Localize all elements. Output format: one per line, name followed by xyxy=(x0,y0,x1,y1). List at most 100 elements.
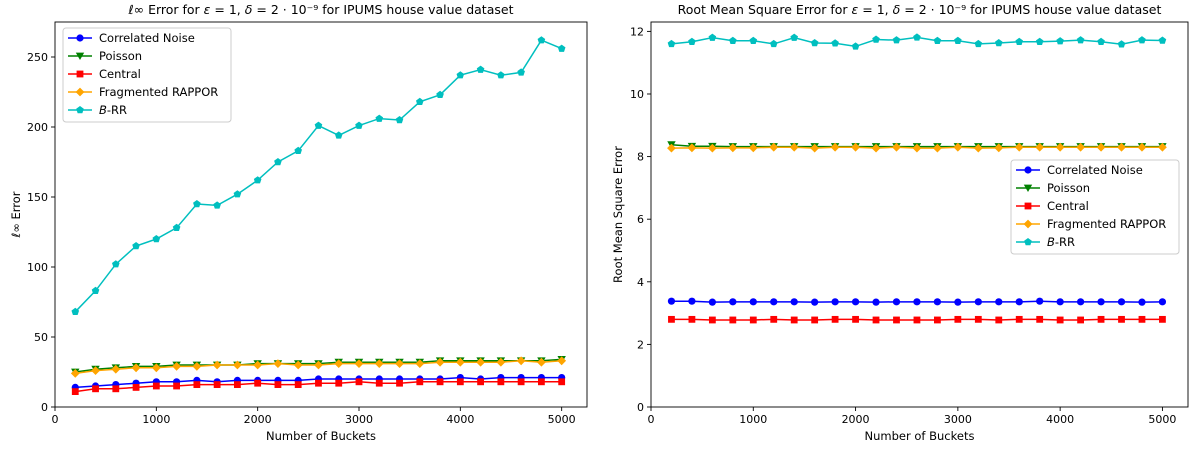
data-point xyxy=(274,381,282,388)
data-point xyxy=(537,357,546,367)
data-point xyxy=(1077,298,1085,306)
legend-swatch-marker xyxy=(1023,184,1033,192)
data-point xyxy=(538,378,545,386)
data-point xyxy=(71,307,80,316)
legend-entry-poisson: Poisson xyxy=(1016,181,1090,195)
y-tick-label: 250 xyxy=(27,51,48,64)
data-point xyxy=(851,142,860,152)
data-point xyxy=(1035,37,1044,45)
data-point xyxy=(933,143,942,153)
legend-entry-b-rr: B-RR xyxy=(1016,235,1075,249)
y-tick-label: 2 xyxy=(637,338,644,351)
data-point xyxy=(892,298,901,306)
data-point xyxy=(557,44,566,52)
legend-entry-fragmented-rappor: Fragmented RAPPOR xyxy=(1016,217,1166,231)
data-point xyxy=(517,378,525,386)
data-point xyxy=(395,116,404,124)
linf-error-chart: ℓ∞ Error for ε = 1, δ = 2 · 10⁻⁹ for IPU… xyxy=(9,2,588,443)
data-point xyxy=(375,114,384,122)
legend-entry-correlated-noise: Correlated Noise xyxy=(1016,163,1143,177)
data-point xyxy=(953,142,963,152)
y-tick-label: 10 xyxy=(630,88,644,101)
series-b-rr xyxy=(667,33,1167,50)
data-point xyxy=(152,235,161,243)
legend-label: Correlated Noise xyxy=(99,31,195,45)
y-tick-label: 200 xyxy=(27,121,48,134)
chart-title: Root Mean Square Error for ε = 1, δ = 2 … xyxy=(678,2,1162,17)
data-point xyxy=(70,369,80,378)
data-point xyxy=(415,97,424,106)
data-point xyxy=(173,382,180,390)
x-tick-label: 2000 xyxy=(244,413,272,426)
data-point xyxy=(233,360,242,370)
series-central xyxy=(71,378,566,395)
data-point xyxy=(1137,142,1147,152)
data-point xyxy=(91,366,100,375)
data-point xyxy=(1056,316,1064,324)
data-point xyxy=(192,362,202,371)
data-point xyxy=(91,286,100,295)
data-point xyxy=(132,242,140,250)
data-point xyxy=(1077,316,1084,324)
data-point xyxy=(667,39,676,48)
data-point xyxy=(1118,315,1125,323)
data-point xyxy=(193,381,201,388)
y-tick-label: 0 xyxy=(41,401,48,414)
data-point xyxy=(871,143,881,153)
legend-label: B-RR xyxy=(99,103,127,117)
data-point xyxy=(416,378,424,386)
series-fragmented-rappor xyxy=(70,356,567,378)
data-point xyxy=(729,316,737,324)
data-point xyxy=(995,316,1003,324)
data-point xyxy=(811,298,819,306)
data-point xyxy=(213,381,221,388)
chart-title: ℓ∞ Error for ε = 1, δ = 2 · 10⁻⁹ for IPU… xyxy=(128,2,514,17)
data-point xyxy=(831,39,839,47)
data-point xyxy=(111,364,121,374)
data-point xyxy=(1055,142,1065,152)
data-point xyxy=(1056,37,1064,45)
data-point xyxy=(974,298,982,306)
data-point xyxy=(830,142,840,152)
data-point xyxy=(497,71,505,79)
data-point xyxy=(1096,142,1106,152)
plot-area xyxy=(54,21,588,408)
x-tick-label: 1000 xyxy=(739,413,767,426)
data-point xyxy=(112,385,120,393)
data-point xyxy=(294,146,303,155)
data-point xyxy=(913,298,921,306)
data-point xyxy=(954,298,962,306)
data-point xyxy=(253,360,263,370)
data-point xyxy=(749,36,758,45)
data-point xyxy=(912,143,922,153)
data-point xyxy=(151,363,161,373)
data-point xyxy=(1097,298,1105,306)
data-point xyxy=(1158,142,1167,152)
data-point xyxy=(667,297,676,305)
x-axis-label: Number of Buckets xyxy=(865,429,975,443)
data-point xyxy=(688,315,696,323)
data-point xyxy=(994,38,1003,47)
data-point xyxy=(810,38,819,47)
legend: Correlated Noise Poisson Central Fragmented… xyxy=(62,27,232,123)
data-point xyxy=(707,143,717,153)
data-point xyxy=(872,35,880,43)
data-point xyxy=(436,90,444,99)
data-point xyxy=(193,200,201,208)
series-b-rr xyxy=(71,36,566,316)
legend-label: Poisson xyxy=(99,49,142,63)
data-point xyxy=(728,143,738,153)
x-tick-label: 5000 xyxy=(548,413,576,426)
legend-label: Poisson xyxy=(1047,181,1090,195)
legend-entry-poisson: Poisson xyxy=(68,49,142,63)
legend-swatch-marker xyxy=(76,70,84,78)
data-point xyxy=(1138,36,1146,44)
data-point xyxy=(355,378,363,386)
data-point xyxy=(954,36,962,45)
x-tick-label: 1000 xyxy=(142,413,170,426)
data-point xyxy=(974,39,983,48)
data-point xyxy=(688,37,696,45)
data-point xyxy=(234,381,241,388)
data-point xyxy=(456,378,464,386)
